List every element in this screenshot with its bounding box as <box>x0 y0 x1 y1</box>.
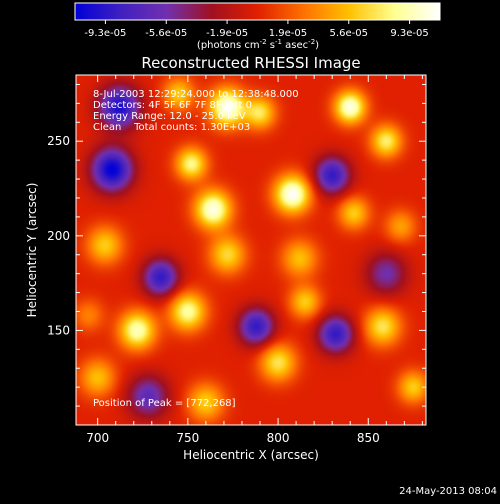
energy-range-annotation: Energy Range: 12.0 - 25.0 keV <box>93 111 246 122</box>
y-tick-label: 150 <box>47 323 70 337</box>
colorbar-tick-label: 9.3e-05 <box>390 28 428 39</box>
x-tick-label: 750 <box>176 431 199 445</box>
y-tick-labels: 150 200 250 <box>47 134 70 337</box>
colorbar-tick-label: -5.6e-05 <box>145 28 187 39</box>
chart-title: Reconstructed RHESSI Image <box>141 54 360 72</box>
clean-counts-annotation: Clean Total counts: 1.30E+03 <box>93 122 250 133</box>
colorbar-tick-labels: -9.3e-05 -5.6e-05 -1.9e-05 1.9e-05 5.6e-05 9.… <box>84 28 428 39</box>
colorbar-ticks <box>104 20 411 24</box>
colorbar-tick-label: -1.9e-05 <box>206 28 248 39</box>
heatmap-image <box>76 75 426 425</box>
y-axis-label: Heliocentric Y (arcsec) <box>25 183 39 318</box>
colorbar <box>74 2 441 21</box>
peak-position-annotation: Position of Peak = [772,268] <box>93 398 236 409</box>
x-tick-label: 850 <box>357 431 380 445</box>
x-tick-label: 700 <box>86 431 109 445</box>
y-tick-label: 250 <box>47 134 70 148</box>
axis-ticks <box>76 75 426 425</box>
detectors-annotation: Detectors: 4F 5F 6F 7F 8F, Att 0 <box>93 100 252 111</box>
x-tick-labels: 700 750 800 850 <box>86 431 380 445</box>
colorbar-tick-label: -9.3e-05 <box>84 28 126 39</box>
heatmap-raster <box>76 75 426 425</box>
colorbar-tick-label: 5.6e-05 <box>330 28 368 39</box>
colorbar-tick-label: 1.9e-05 <box>269 28 307 39</box>
colorbar-units-label: (photons cm-2 s-1 asec-2) <box>197 38 319 51</box>
footer-timestamp: 24-May-2013 08:04 <box>399 486 497 497</box>
plot-frame <box>75 74 427 426</box>
y-tick-label: 200 <box>47 229 70 243</box>
time-range-annotation: 8-Jul-2003 12:29:24.000 to 12:38:48.000 <box>93 89 299 100</box>
x-axis-label: Heliocentric X (arcsec) <box>183 448 319 462</box>
x-tick-label: 800 <box>267 431 290 445</box>
